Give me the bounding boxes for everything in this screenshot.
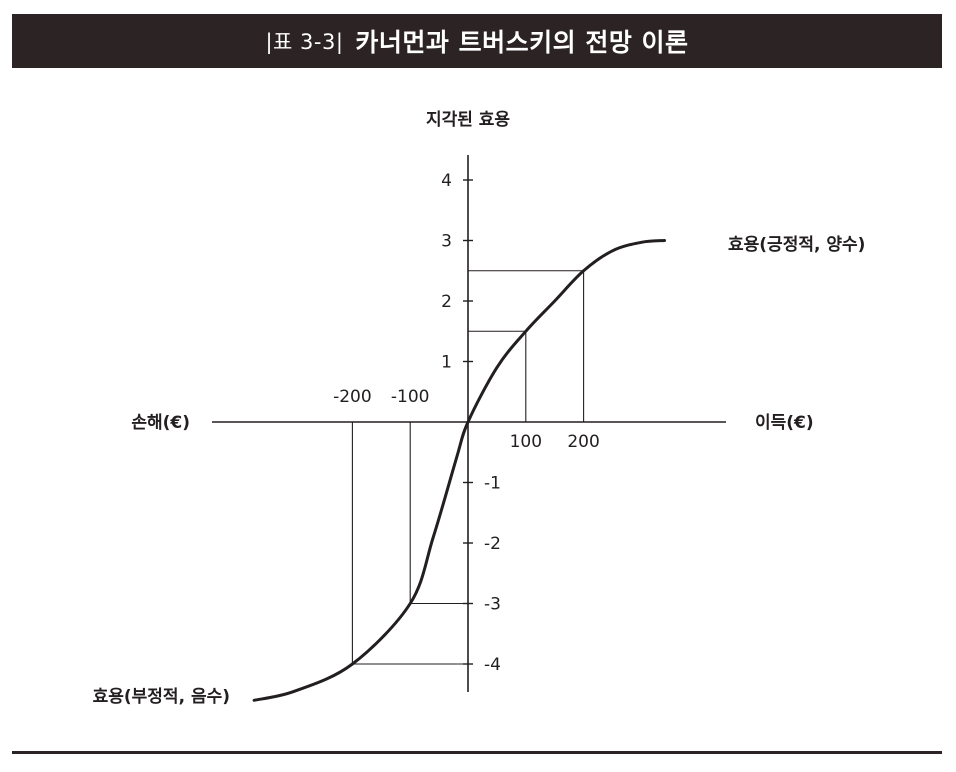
bottom-rule [12, 751, 942, 754]
y-tick-label: -1 [484, 474, 501, 494]
x-tick-label: 100 [510, 432, 542, 452]
x-axis-negative-label: 손해(€) [131, 413, 190, 433]
x-axis-positive-label: 이득(€) [755, 413, 814, 433]
axis-ticks [463, 179, 473, 665]
y-tick-label: 2 [441, 292, 452, 312]
reference-guides [351, 270, 585, 665]
y-axis-label: 지각된 효용 [426, 110, 510, 130]
figure-number: |표 3-3| [265, 30, 344, 54]
curve-positive-label: 효용(긍정적, 양수) [728, 235, 865, 255]
y-tick-label: -2 [484, 534, 501, 554]
title-bar: |표 3-3| 카너먼과 트버스키의 전망 이론 [12, 14, 942, 68]
value-function-curve [252, 239, 666, 702]
y-tick-label: 1 [441, 353, 452, 373]
x-tick-label: -100 [391, 387, 430, 407]
y-tick-label: -3 [484, 595, 501, 615]
figure-title: 카너먼과 트버스키의 전망 이론 [355, 28, 689, 57]
x-tick-label: -200 [333, 387, 372, 407]
curve-negative-label: 효용(부정적, 음수) [93, 687, 230, 707]
y-tick-label: 4 [441, 171, 452, 191]
axis-tick-labels: 4 3 2 1 -1 -2 -3 -4 -200 -100 100 200 [333, 171, 600, 675]
y-tick-label: -4 [484, 655, 501, 675]
y-tick-label: 3 [441, 232, 452, 252]
x-tick-label: 200 [567, 432, 599, 452]
